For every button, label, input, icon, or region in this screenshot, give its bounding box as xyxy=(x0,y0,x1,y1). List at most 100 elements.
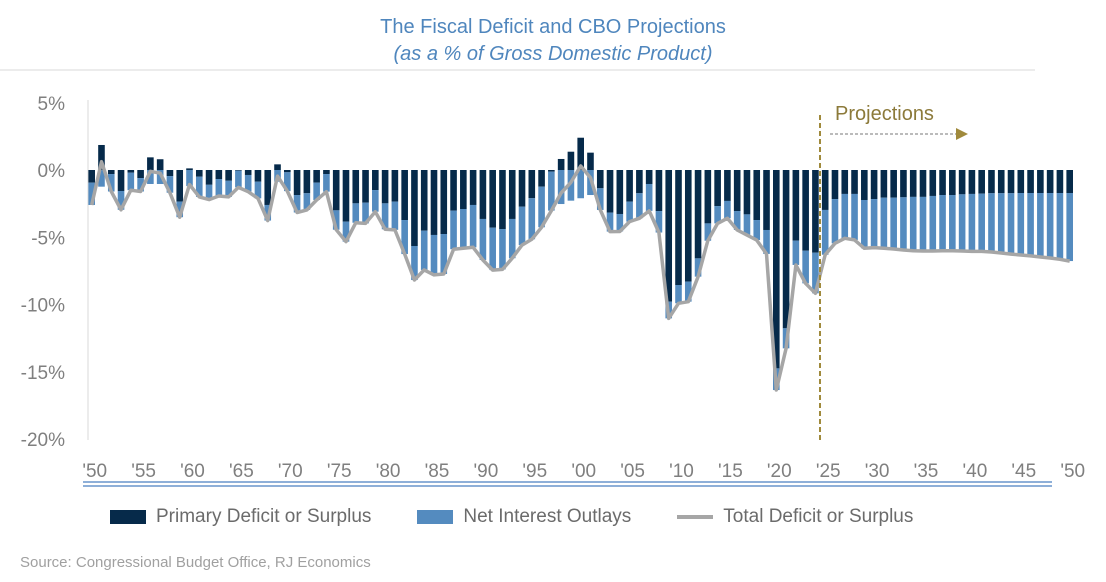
legend-item-primary: Primary Deficit or Surplus xyxy=(110,506,371,528)
interest-bar xyxy=(303,193,311,210)
interest-bar xyxy=(743,214,751,236)
source-note: Source: Congressional Budget Office, RJ … xyxy=(20,554,371,571)
primary-bar xyxy=(684,170,692,282)
primary-bar xyxy=(401,170,408,221)
legend-label: Total Deficit or Surplus xyxy=(723,506,914,527)
interest-bar xyxy=(694,258,702,277)
primary-bar xyxy=(137,170,144,179)
primary-bar xyxy=(469,170,477,205)
primary-bar xyxy=(98,144,105,170)
primary-bar xyxy=(176,170,184,202)
interest-bar xyxy=(107,174,115,192)
primary-bar xyxy=(508,170,516,219)
legend-swatch-interest xyxy=(417,510,454,524)
interest-bar xyxy=(186,170,193,187)
primary-bar xyxy=(274,164,281,170)
x-tick-label: '15 xyxy=(718,461,743,482)
interest-bar xyxy=(450,210,457,250)
interest-bar xyxy=(195,176,203,197)
interest-bar xyxy=(968,193,976,252)
primary-bar xyxy=(596,170,604,189)
projections-label: Projections xyxy=(835,103,934,125)
interest-bar xyxy=(880,197,888,249)
interest-bar xyxy=(831,199,839,244)
y-tick-label: -20% xyxy=(21,430,65,451)
primary-bar xyxy=(303,170,311,194)
primary-bar xyxy=(626,170,633,202)
primary-bar xyxy=(841,170,849,194)
interest-bar xyxy=(391,201,399,230)
interest-bar xyxy=(489,227,496,271)
interest-bar xyxy=(655,211,663,233)
primary-bar xyxy=(763,170,770,230)
x-tick-label: '35 xyxy=(914,461,939,482)
interest-bar xyxy=(460,209,467,249)
interest-bar xyxy=(127,172,135,191)
primary-bar xyxy=(753,170,761,221)
primary-bar xyxy=(264,170,272,205)
x-tick-label: '75 xyxy=(327,461,352,482)
legend-label: Primary Deficit or Surplus xyxy=(156,506,372,527)
x-tick-label: '80 xyxy=(376,461,401,482)
x-tick-label: '70 xyxy=(278,461,303,482)
interest-bar xyxy=(870,199,878,248)
primary-bar xyxy=(724,170,731,201)
interest-bar xyxy=(1017,192,1025,256)
primary-bar xyxy=(909,170,917,197)
y-tick-label: 0% xyxy=(38,161,66,182)
interest-bar xyxy=(1037,192,1044,258)
interest-bar xyxy=(919,196,927,251)
legend: Primary Deficit or Surplus Net Interest … xyxy=(110,506,959,528)
primary-bar xyxy=(411,170,418,246)
primary-bar xyxy=(1037,170,1044,193)
primary-bar xyxy=(528,170,536,199)
chart-title: The Fiscal Deficit and CBO Projections xyxy=(380,16,726,38)
primary-bar xyxy=(792,170,800,241)
primary-bar xyxy=(323,170,330,175)
x-tick-label: '25 xyxy=(816,461,841,482)
interest-bar xyxy=(978,193,985,252)
interest-bar xyxy=(792,240,800,265)
legend-swatch-primary xyxy=(110,510,146,524)
legend-item-total: Total Deficit or Surplus xyxy=(677,506,913,528)
primary-bar xyxy=(616,170,624,214)
primary-bar xyxy=(704,170,712,224)
interest-bar xyxy=(313,182,320,200)
primary-bar xyxy=(450,170,457,211)
projection-arrow-icon xyxy=(956,128,968,140)
interest-bar xyxy=(988,193,995,253)
interest-bar xyxy=(323,174,330,192)
interest-bar xyxy=(812,252,819,294)
x-tick-label: '20 xyxy=(767,461,792,482)
primary-bar xyxy=(1046,170,1054,193)
y-tick-label: 5% xyxy=(38,94,66,115)
primary-bar xyxy=(342,170,350,222)
x-tick-label: '00 xyxy=(571,461,596,482)
primary-bar xyxy=(1027,170,1034,193)
primary-bar xyxy=(225,170,232,181)
primary-bar xyxy=(215,170,223,180)
primary-bar xyxy=(244,170,252,175)
interest-bar xyxy=(606,212,614,232)
primary-bar xyxy=(313,170,320,183)
primary-bar xyxy=(166,170,174,177)
primary-bar xyxy=(782,170,790,329)
primary-bar xyxy=(430,170,438,235)
interest-bar xyxy=(684,281,692,302)
interest-bar xyxy=(98,170,105,187)
primary-bar xyxy=(958,170,966,195)
primary-bar xyxy=(890,170,897,198)
interest-bar xyxy=(362,202,369,224)
primary-bar xyxy=(714,170,721,207)
primary-bar xyxy=(851,170,858,194)
primary-bar xyxy=(606,170,614,213)
primary-bar xyxy=(88,170,95,183)
interest-bar xyxy=(117,190,125,210)
primary-bar xyxy=(968,170,976,194)
primary-bar xyxy=(645,170,653,184)
primary-bar xyxy=(870,170,878,200)
primary-bar xyxy=(420,170,428,231)
primary-bar xyxy=(577,137,584,170)
primary-bar xyxy=(675,170,682,285)
interest-bar xyxy=(949,195,956,251)
